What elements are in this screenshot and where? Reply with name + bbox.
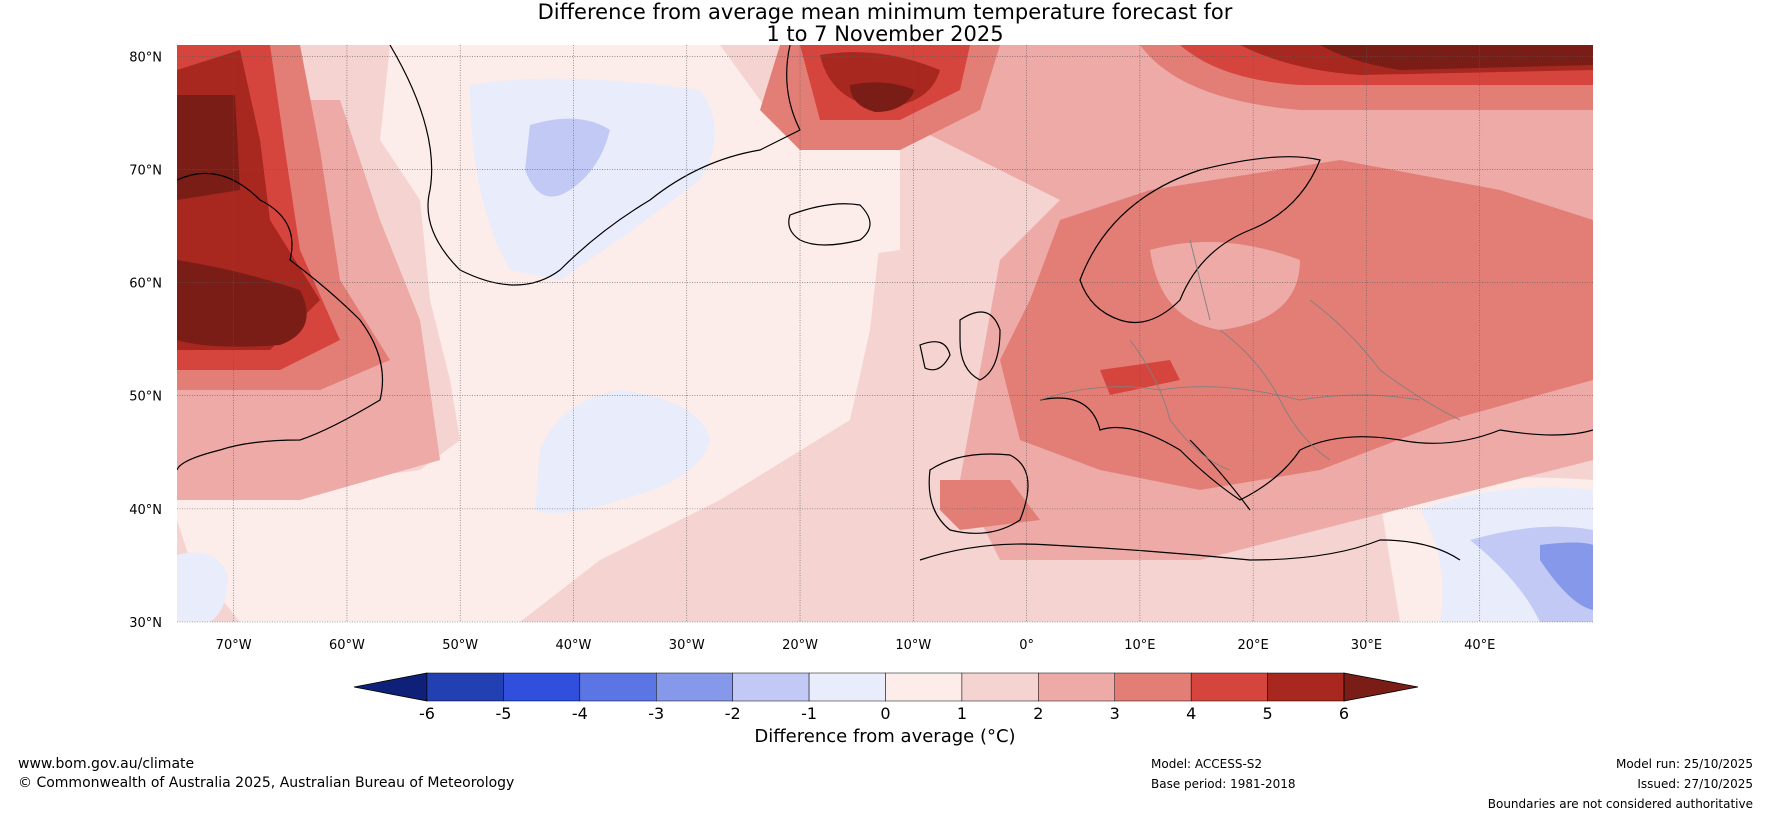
anomaly-region-neg-southwest xyxy=(177,552,228,622)
anomaly-region-neg-greenland-core xyxy=(525,118,610,197)
lon-label: 10°E xyxy=(1124,638,1155,653)
italy-coast xyxy=(1189,439,1251,511)
model-run-text: Model run: 25/10/2025 xyxy=(1615,757,1753,771)
colorbar-extend-high xyxy=(1343,672,1419,702)
anomaly-region-gt6-barents xyxy=(1320,45,1593,70)
colorbar-tick-labels: -6 -5 -4 -3 -2 -1 0 1 2 3 4 5 6 xyxy=(419,704,1349,723)
colorbar-tick: -2 xyxy=(725,704,741,723)
colorbar-tick: 2 xyxy=(1033,704,1043,723)
colorbar xyxy=(353,672,1419,702)
anomaly-region-neg-atlantic xyxy=(535,390,710,514)
anomaly-region-gt6-greenland-sea xyxy=(850,82,915,112)
anomaly-region-gt6-baffin xyxy=(177,95,240,200)
copyright-text: © Commonwealth of Australia 2025, Austra… xyxy=(18,775,515,791)
north-america-coast xyxy=(177,172,384,471)
colorbar-bin xyxy=(426,672,504,702)
colorbar-extend-low xyxy=(353,672,428,702)
anomaly-region-gt6-labrador xyxy=(177,260,307,347)
lat-label: 70°N xyxy=(129,163,162,178)
border-line-4 xyxy=(1309,299,1461,421)
lon-label: 60°W xyxy=(329,638,365,653)
great-britain-coast xyxy=(959,311,1001,381)
lon-label: 10°W xyxy=(895,638,931,653)
website-link[interactable]: www.bom.gov.au/climate xyxy=(18,756,195,772)
iceland-coast xyxy=(788,203,871,246)
issued-text: Issued: 27/10/2025 xyxy=(1637,777,1753,791)
base-period-text: Base period: 1981-2018 xyxy=(1151,777,1296,791)
latitude-labels: 80°N 70°N 60°N 50°N 40°N 30°N xyxy=(129,50,162,631)
anomaly-region-3-4-europe xyxy=(1000,160,1593,490)
lon-label: 30°W xyxy=(669,638,705,653)
iberia-coast xyxy=(928,453,1029,534)
colorbar-label: Difference from average (°C) xyxy=(754,726,1016,747)
model-text: Model: ACCESS-S2 xyxy=(1151,757,1263,771)
colorbar-bin xyxy=(885,672,963,702)
lon-label: 70°W xyxy=(216,638,252,653)
colorbar-bin xyxy=(656,672,733,702)
disclaimer-text: Boundaries are not considered authoritat… xyxy=(1487,797,1753,811)
colorbar-tick: -5 xyxy=(495,704,511,723)
country-borders xyxy=(1039,239,1461,471)
colorbar-tick: 4 xyxy=(1186,704,1196,723)
border-line-5 xyxy=(1189,239,1211,321)
colorbar-bin xyxy=(1190,672,1268,702)
colorbar-tick: 0 xyxy=(880,704,890,723)
colorbar-bin xyxy=(503,672,581,702)
colorbar-tick: -6 xyxy=(419,704,435,723)
colorbar-tick: -1 xyxy=(801,704,817,723)
border-line-2 xyxy=(1129,339,1231,471)
colorbar-bin xyxy=(732,672,810,702)
border-line-3 xyxy=(1219,329,1331,461)
lat-label: 80°N xyxy=(129,50,162,65)
colorbar-bin xyxy=(579,672,657,702)
lon-label: 20°W xyxy=(782,638,818,653)
colorbar-tick: -4 xyxy=(572,704,588,723)
greenland-coast xyxy=(389,45,801,286)
map-title-line2: 1 to 7 November 2025 xyxy=(766,22,1004,46)
scandinavia-coast xyxy=(1079,156,1321,324)
colorbar-tick: 6 xyxy=(1339,704,1349,723)
colorbar-bin xyxy=(1114,672,1192,702)
lon-label: 20°E xyxy=(1238,638,1269,653)
longitude-labels: 70°W 60°W 50°W 40°W 30°W 20°W 10°W 0° 10°E 20°E 30… xyxy=(216,638,1496,653)
south-europe-coast xyxy=(1039,397,1593,501)
lon-label: 30°E xyxy=(1351,638,1382,653)
lat-label: 40°N xyxy=(129,503,162,518)
anomaly-field xyxy=(177,45,1593,622)
lat-label: 60°N xyxy=(129,277,162,292)
lon-label: 0° xyxy=(1019,638,1034,653)
anomaly-region-2-3-baltic xyxy=(1150,242,1300,330)
colorbar-tick: 5 xyxy=(1262,704,1272,723)
border-line-1 xyxy=(1039,386,1421,401)
colorbar-tick: 1 xyxy=(957,704,967,723)
lon-label: 40°W xyxy=(556,638,592,653)
colorbar-tick: 3 xyxy=(1110,704,1120,723)
lat-label: 30°N xyxy=(129,616,162,631)
map-title-line1: Difference from average mean minimum tem… xyxy=(537,0,1233,24)
colorbar-tick: -3 xyxy=(648,704,664,723)
colorbar-bin xyxy=(808,672,886,702)
anomaly-region-3-4-iberia xyxy=(940,480,1040,530)
lat-label: 50°N xyxy=(129,390,162,405)
ireland-coast xyxy=(919,341,951,371)
colorbar-bin xyxy=(1267,672,1345,702)
graticule xyxy=(177,45,1593,623)
north-africa-coast xyxy=(919,539,1461,561)
colorbar-bin xyxy=(961,672,1039,702)
lon-label: 40°E xyxy=(1464,638,1495,653)
anomaly-region-neg-middle-east-core xyxy=(1540,542,1593,610)
colorbar-bin xyxy=(1038,672,1116,702)
lon-label: 50°W xyxy=(442,638,478,653)
coastlines xyxy=(177,45,1593,561)
